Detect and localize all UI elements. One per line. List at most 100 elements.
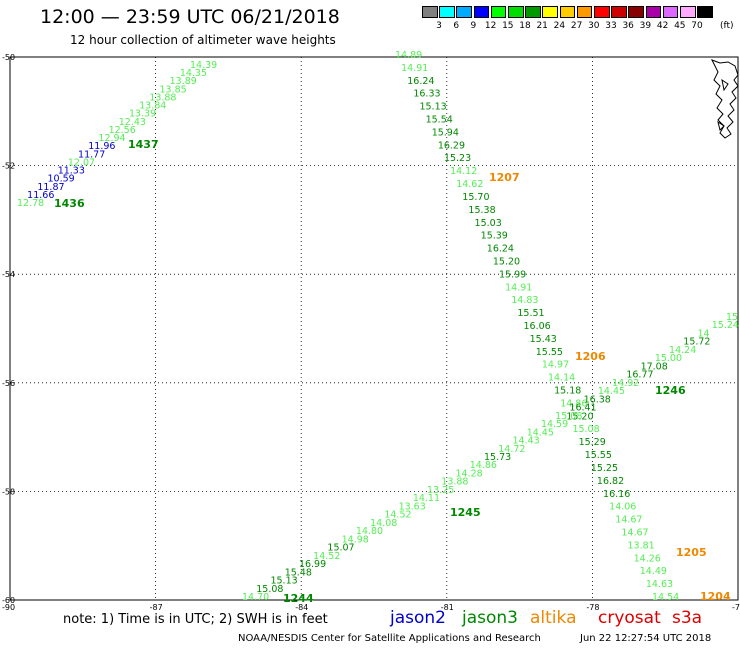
wave-height-value: 14.24: [669, 345, 696, 356]
wave-height-value: 16.06: [524, 321, 551, 332]
wave-height-value: 13.39: [129, 109, 156, 120]
wave-height-value: 14.12: [450, 166, 477, 177]
y-tick-label: -54: [2, 270, 15, 279]
legend-swatch: [559, 6, 576, 18]
pass-time-label: 1205: [676, 546, 707, 559]
wave-height-value: 16.82: [597, 476, 624, 487]
legend-swatch: [645, 6, 662, 18]
lat-lon-grid: [10, 57, 738, 600]
wave-height-value: 14.43: [512, 436, 539, 447]
wave-height-value: 15.55: [585, 450, 612, 461]
legend-swatch: [525, 6, 541, 18]
wave-height-value: 15.94: [432, 127, 459, 138]
wave-height-value: 13.88: [149, 92, 176, 103]
wave-height-value: 14.67: [621, 527, 648, 538]
legend-label: 24: [553, 21, 566, 31]
wave-height-value: 14.49: [640, 566, 667, 577]
generated-timestamp: Jun 22 12:27:54 UTC 2018: [580, 633, 712, 644]
legend-swatch: [680, 6, 696, 18]
wave-height-value: 11.66: [27, 190, 54, 201]
wave-height-value: 14.91: [401, 63, 428, 74]
y-tick-label: -60: [2, 596, 15, 605]
units-note: note: 1) Time is in UTC; 2) SWH is in fe…: [63, 612, 328, 627]
legend-label: 30: [588, 21, 600, 31]
wave-height-value: 13.85: [159, 84, 186, 95]
satellite-name: s3a: [672, 608, 703, 628]
wave-height-value: 14.08: [370, 518, 397, 529]
legend-swatch: [594, 6, 610, 18]
legend-unit: (ft): [720, 21, 734, 31]
pass-time-label: 1206: [575, 350, 606, 363]
legend-swatch: [697, 6, 713, 18]
legend-label: 6: [453, 21, 460, 31]
wave-height-value: 15.38: [468, 205, 495, 216]
legend-swatch: [422, 6, 438, 18]
x-tick-label: -90: [2, 603, 15, 612]
wave-height-value: 14.98: [342, 534, 369, 545]
wave-height-value: 15.07: [327, 543, 354, 554]
wave-height-value: 14.54: [652, 592, 679, 603]
wave-height-value: 15.39: [481, 231, 508, 242]
wave-height-value: 12.94: [98, 133, 125, 144]
legend-label: 27: [570, 21, 583, 31]
wave-height-value: 15.00: [655, 353, 682, 364]
chart-subtitle: 12 hour collection of altimeter wave hei…: [70, 33, 336, 47]
wave-height-value: 14.97: [542, 360, 569, 371]
wave-height-value: 14.45: [598, 386, 625, 397]
wave-height-value: 12.43: [119, 117, 146, 128]
wave-height-value: 15: [726, 312, 738, 323]
legend-label: 70: [691, 21, 703, 31]
satellite-name: jason2: [390, 608, 446, 628]
wave-height-value: 14.70: [242, 592, 269, 603]
wave-height-value: 15.25: [591, 463, 618, 474]
wave-height-value: 12.56: [109, 125, 136, 136]
wave-height-value: 14.35: [180, 68, 207, 79]
legend-label: 39: [639, 21, 652, 31]
wave-height-value: 15.13: [270, 576, 297, 587]
wave-height-value: 14.52: [313, 551, 340, 562]
wave-height-value: 14.72: [498, 444, 525, 455]
wave-height-value: 14.26: [634, 553, 661, 564]
wave-height-value: 16.24: [487, 244, 514, 255]
wave-height-value: 13.63: [399, 501, 426, 512]
pass-time-label: 1204: [700, 590, 731, 603]
coastline: [710, 59, 739, 139]
wave-height-value: 14.06: [609, 502, 636, 513]
wave-height-value: 15.08: [256, 584, 283, 595]
wave-height-value: 15.51: [517, 308, 544, 319]
legend-label: 21: [536, 21, 548, 31]
wave-height-value: 15.03: [475, 218, 502, 229]
wave-height-value: 15.13: [419, 102, 446, 113]
wave-height-value: 13.89: [170, 76, 197, 87]
legend-label: 12: [484, 21, 497, 31]
legend-swatch: [508, 6, 524, 18]
wave-height-value: 16.99: [299, 559, 326, 570]
wave-height-value: 14.28: [456, 468, 483, 479]
wave-height-value: 16.38: [584, 394, 611, 405]
wave-height-value: 17.08: [641, 361, 668, 372]
legend-swatch: [439, 6, 455, 18]
wave-height-value: 14.45: [527, 427, 554, 438]
y-tick-label: -56: [2, 379, 15, 388]
wave-height-value: 14.11: [413, 493, 440, 504]
legend-label: 18: [519, 21, 531, 31]
pass-time-label: 1246: [655, 384, 686, 397]
altimeter-tracks: 14.3914.3513.8913.8513.8813.8413.3912.43…: [17, 50, 739, 605]
legend-label: 15: [502, 21, 514, 31]
y-tick-label: -52: [2, 162, 15, 171]
wave-height-value: 14.62: [456, 179, 483, 190]
wave-height-value: 15.20: [493, 256, 520, 267]
wave-height-value: 16.33: [413, 89, 440, 100]
wave-height-value: 11.96: [88, 141, 115, 152]
wave-height-value: 12.78: [17, 198, 44, 209]
wave-height-value: 14.80: [356, 526, 383, 537]
legend-swatch: [611, 6, 627, 18]
wave-height-value: 15.29: [579, 437, 606, 448]
wave-height-value: 14.14: [548, 373, 575, 384]
pass-time-label: 1245: [450, 506, 481, 519]
wave-height-value: 15.23: [444, 153, 471, 164]
x-tick-label: -84: [295, 603, 308, 612]
wave-height-value: 13.84: [139, 101, 166, 112]
x-tick-label: -81: [441, 603, 454, 612]
